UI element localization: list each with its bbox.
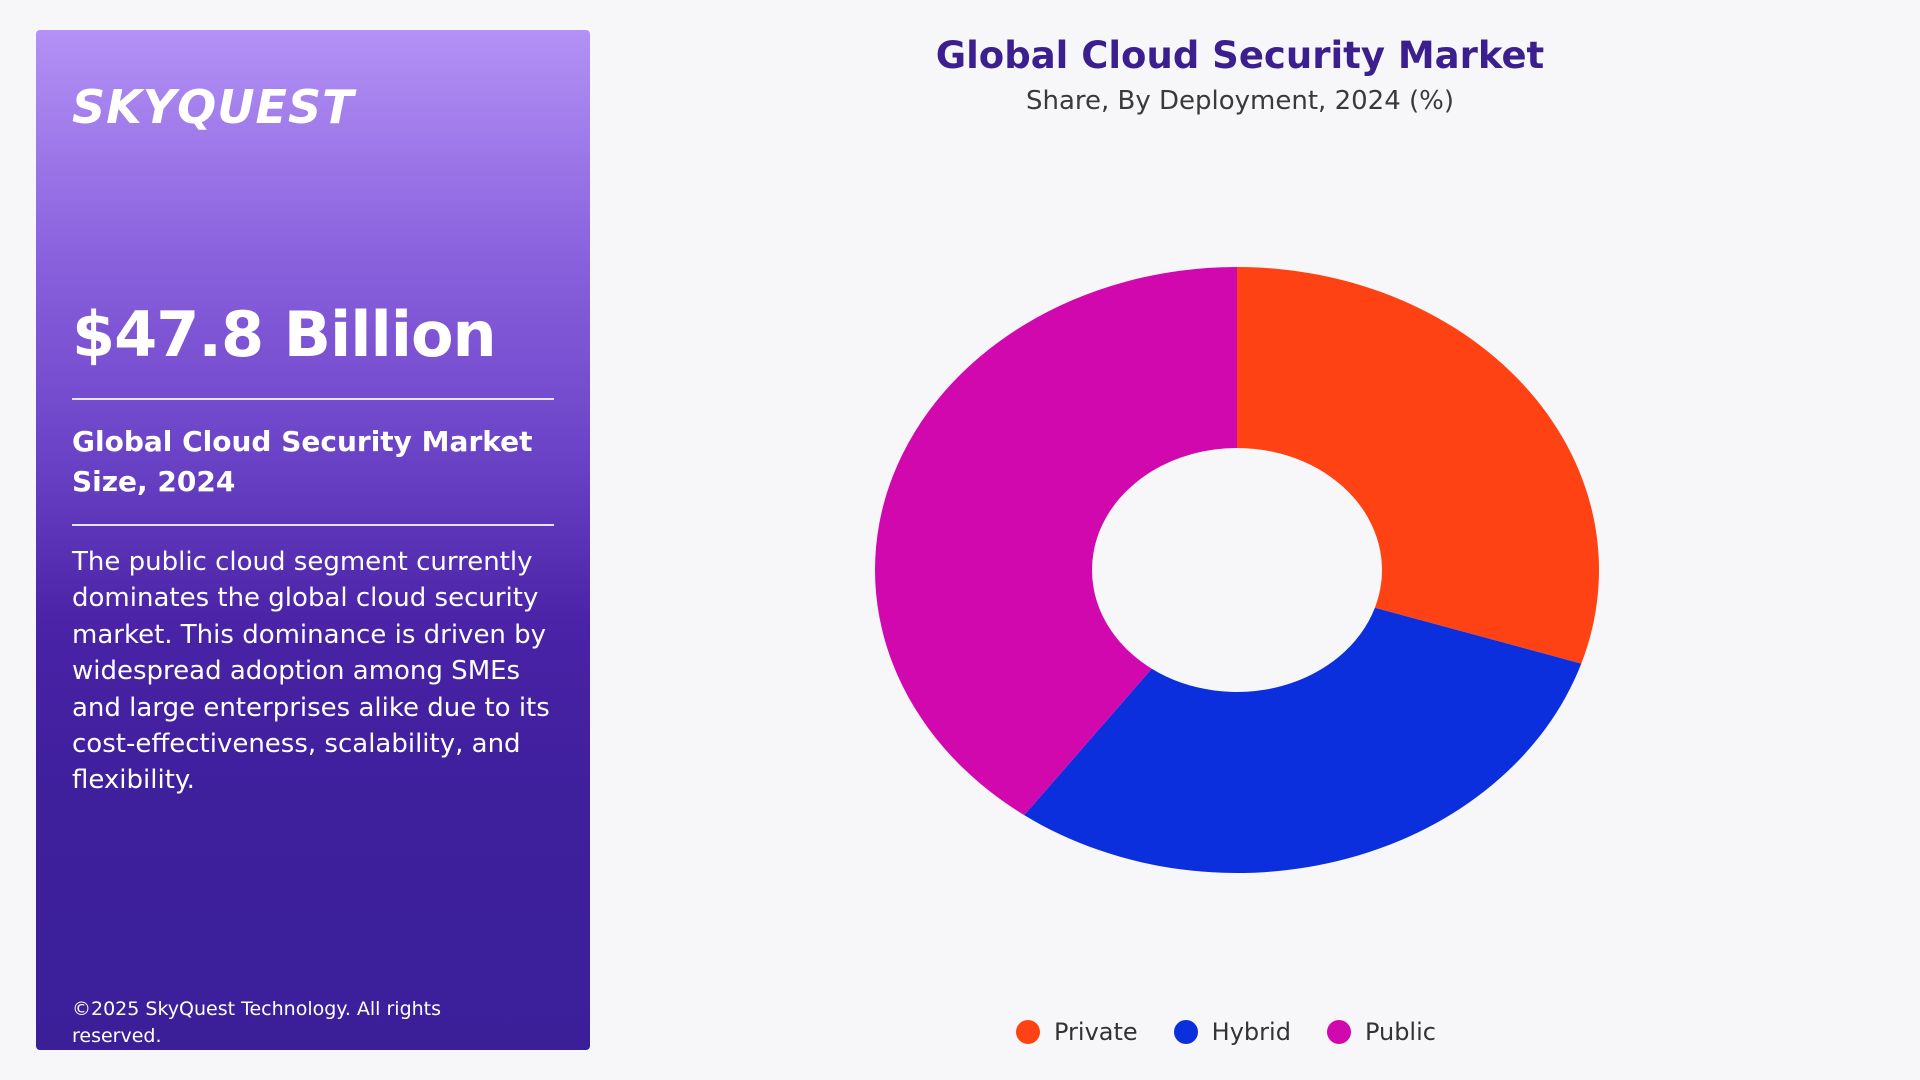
market-description: The public cloud segment currently domin… [72,547,550,796]
legend-swatch [1016,1020,1040,1044]
summary-panel: SKYQUEST $47.8 Billion Global Cloud Secu… [36,30,590,1050]
legend-item-public: Public [1326,1018,1436,1046]
chart-subtitle: Share, By Deployment, 2024 (%) [1025,86,1455,116]
legend-item-private: Private [1016,1018,1138,1046]
legend-swatch [1326,1020,1351,1044]
legend-label: Private [1054,1018,1138,1046]
market-value: $47.8 Billion [72,298,497,371]
slice-hybrid [1024,607,1582,873]
legend-swatch [1173,1020,1198,1044]
donut-chart [875,267,1599,873]
chart-legend: Private Hybrid Public [1016,1018,1436,1046]
skyquest-logo: SKYQUEST [72,80,355,134]
legend-label: Public [1364,1018,1436,1046]
market-caption: Global Cloud Security Market Size, 2024 [72,425,533,498]
divider [72,398,554,400]
legend-item-hybrid: Hybrid [1173,1018,1291,1046]
slice-private [1237,267,1599,664]
copyright-notice: ©2025 SkyQuest Technology. All rights re… [72,998,442,1047]
divider [72,524,554,526]
chart-title: Global Cloud Security Market [935,34,1545,77]
slice-public [875,267,1237,816]
legend-label: Hybrid [1211,1018,1291,1046]
